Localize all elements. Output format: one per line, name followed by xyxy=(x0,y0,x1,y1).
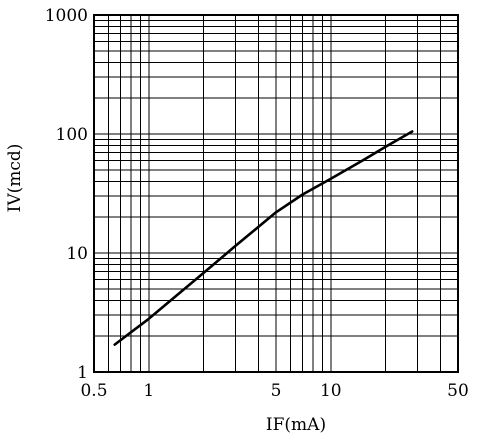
y-tick-label: 1000 xyxy=(45,6,88,26)
y-tick-label: 10 xyxy=(66,244,88,264)
y-tick-label: 100 xyxy=(56,125,88,145)
y-tick-labels: 1 10 100 1000 xyxy=(45,6,88,383)
grid xyxy=(94,15,458,372)
x-tick-label: 5 xyxy=(271,381,282,401)
x-tick-label: 1 xyxy=(143,381,154,401)
plot-area-frame xyxy=(93,14,459,373)
x-tick-label: 0.5 xyxy=(80,381,107,401)
y-tick-label: 1 xyxy=(77,363,88,383)
x-tick-label: 50 xyxy=(447,381,469,401)
y-axis-label: IV(mcd) xyxy=(5,144,25,213)
x-tick-label: 10 xyxy=(320,381,342,401)
x-tick-labels: 0.5 1 5 10 50 xyxy=(80,381,468,401)
series-line xyxy=(113,130,414,346)
x-axis-label: IF(mA) xyxy=(266,415,326,435)
